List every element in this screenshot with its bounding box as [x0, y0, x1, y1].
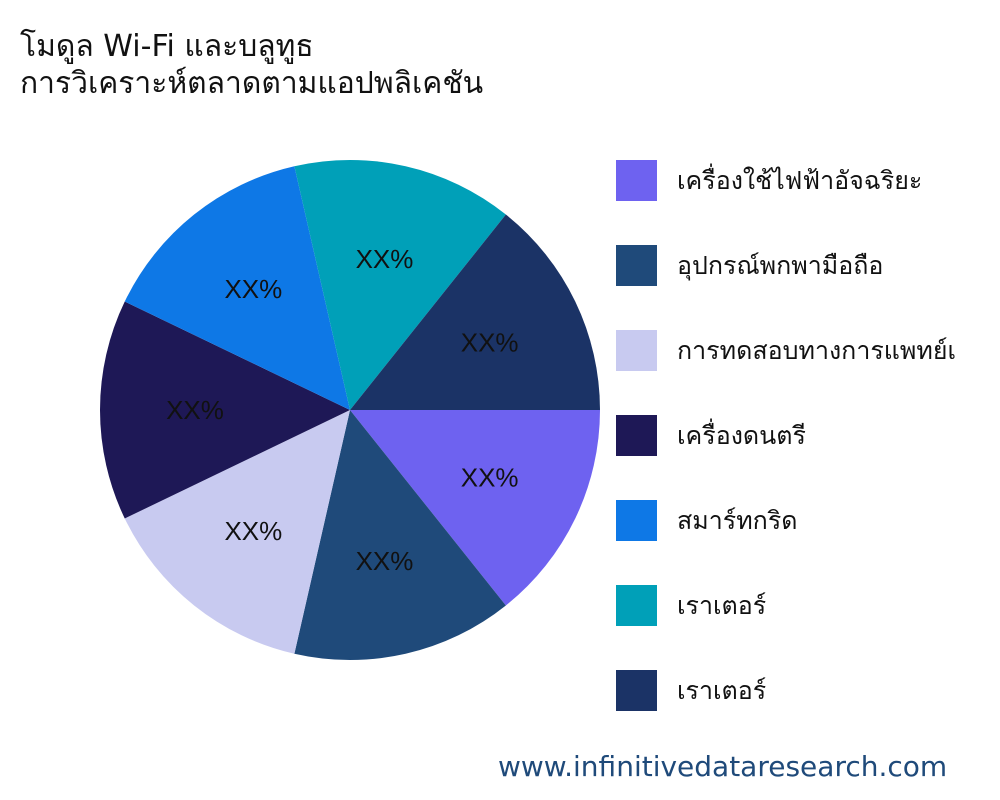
chart-title-line-2: การวิเคราะห์ตลาดตามแอปพลิเคชัน: [20, 66, 484, 101]
pie-slice: [124, 166, 350, 410]
legend-item: เครื่องดนตรี: [616, 415, 806, 456]
legend-swatch: [616, 585, 657, 626]
legend-label: การทดสอบทางการแพทย์เ: [677, 335, 957, 365]
legend-item: อุปกรณ์พกพามือถือ: [616, 245, 883, 286]
legend-label: เราเตอร์: [677, 590, 767, 620]
legend-label: เครื่องดนตรี: [677, 420, 806, 450]
data-label: XX%: [166, 395, 224, 425]
data-label: XX%: [356, 546, 414, 576]
data-label: XX%: [461, 328, 519, 358]
legend-swatch: [616, 500, 657, 541]
legend-item: สมาร์ทกริด: [616, 500, 797, 541]
legend-swatch: [616, 160, 657, 201]
legend-swatch: [616, 245, 657, 286]
pie-slice: [350, 410, 600, 606]
legend-swatch: [616, 415, 657, 456]
pie-slice: [350, 214, 600, 410]
data-label: XX%: [224, 516, 282, 546]
pie-slice: [294, 410, 506, 661]
chart-title-line-1: โมดูล Wi-Fi และบลูทูธ: [20, 29, 314, 64]
pie-slice: [294, 159, 506, 410]
data-label: XX%: [461, 462, 519, 492]
data-label: XX%: [224, 274, 282, 304]
chart-title: โมดูล Wi-Fi และบลูทูธ การวิเคราะห์ตลาดตา…: [20, 28, 483, 102]
pie-slice: [124, 410, 350, 654]
legend-item: เราเตอร์: [616, 585, 766, 626]
legend-swatch: [616, 330, 657, 371]
legend-swatch: [616, 670, 657, 711]
pie-slice: [100, 301, 350, 519]
legend-label: เครื่องใช้ไฟฟ้าอัจฉริยะ: [677, 165, 923, 195]
legend-label: อุปกรณ์พกพามือถือ: [677, 250, 884, 280]
legend-label: เราเตอร์: [677, 675, 767, 705]
legend-label: สมาร์ทกริด: [677, 505, 798, 535]
legend-item: เราเตอร์: [616, 670, 766, 711]
watermark: www.infinitivedataresearch.com: [498, 750, 948, 783]
legend-item: เครื่องใช้ไฟฟ้าอัจฉริยะ: [616, 160, 922, 201]
legend-item: การทดสอบทางการแพทย์เ: [616, 330, 956, 371]
data-label: XX%: [356, 244, 414, 274]
